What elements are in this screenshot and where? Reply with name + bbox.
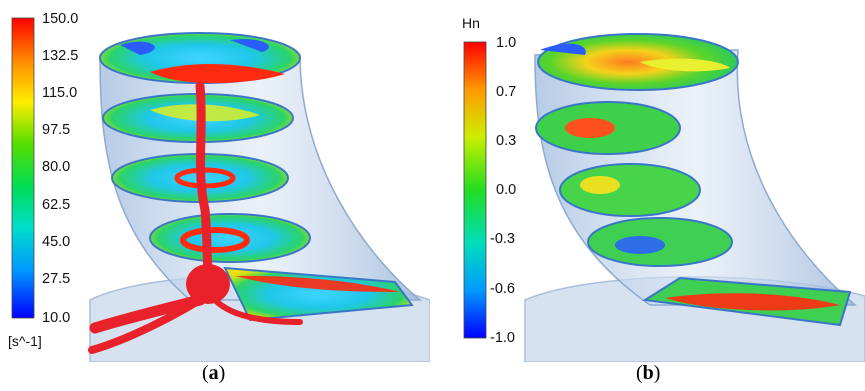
caption-open-paren: (: [202, 362, 209, 384]
slice-5: [642, 276, 852, 327]
caption-close-paren: ): [653, 362, 661, 384]
slice-2: [535, 101, 681, 155]
tick-label: 0.3: [496, 133, 516, 149]
slice-1: [99, 32, 301, 84]
panel-a-figure: 150.0 132.5 115.0 97.5 80.0 62.5 45.0 27…: [8, 11, 430, 362]
slice-4: [149, 213, 311, 263]
caption-open-paren: (: [636, 362, 643, 384]
tick-label: -0.6: [490, 281, 515, 297]
colorbar-a-unit: [s^-1]: [8, 333, 42, 349]
tick-label: -1.0: [490, 330, 515, 346]
tick-label: 115.0: [42, 85, 77, 101]
slice-5: [223, 266, 414, 322]
panel-b-figure: Hn 1.0 0.7 0.3 0.0 -0.3 -0.6 -1.0: [462, 15, 865, 362]
panel-b: Hn 1.0 0.7 0.3 0.0 -0.3 -0.6 -1.0: [440, 0, 865, 362]
colorbar-b: [463, 41, 487, 339]
tick-label: 0.0: [496, 182, 516, 198]
colorbar-a: [11, 17, 35, 319]
vortex-rope: [88, 81, 303, 354]
tick-label: 45.0: [42, 234, 70, 250]
colorbar-b-ticks: 1.0 0.7 0.3 0.0 -0.3 -0.6 -1.0: [490, 35, 516, 346]
caption-close-paren: ): [218, 362, 226, 384]
tick-label: 10.0: [42, 310, 70, 326]
colorbar-b-title: Hn: [462, 15, 480, 31]
tick-label: 62.5: [42, 197, 70, 213]
caption-letter: b: [642, 362, 654, 384]
tick-label: -0.3: [490, 231, 515, 247]
tick-label: 1.0: [496, 35, 516, 51]
tick-label: 80.0: [42, 159, 70, 175]
tick-label: 27.5: [42, 271, 70, 287]
panel-a: 150.0 132.5 115.0 97.5 80.0 62.5 45.0 27…: [0, 0, 430, 362]
tick-label: 132.5: [42, 48, 78, 64]
colorbar-a-ticks: 150.0 132.5 115.0 97.5 80.0 62.5 45.0 27…: [42, 11, 78, 326]
slice-4: [587, 217, 733, 267]
slice-1: [537, 33, 739, 91]
tick-label: 97.5: [42, 122, 70, 138]
caption-a: (a): [202, 362, 225, 385]
tick-label: 150.0: [42, 11, 78, 27]
tick-label: 0.7: [496, 84, 516, 100]
caption-letter: a: [208, 362, 219, 384]
slice-3: [559, 163, 701, 217]
caption-b: (b): [636, 362, 660, 385]
